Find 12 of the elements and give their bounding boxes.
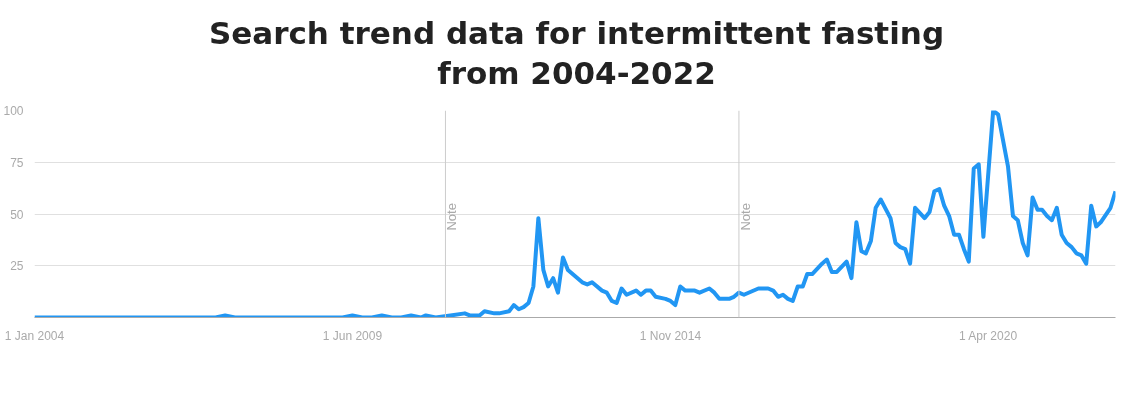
x-tick-label: 1 Jan 2004 [4,328,65,343]
chart-title: Search trend data for intermittent fasting from 2004-2022 [207,14,946,94]
y-tick-label: 75 [10,155,24,170]
y-tick-label: 100 [3,104,24,118]
y-tick-label: 50 [10,207,24,222]
ref-line-label: Note [444,203,460,231]
line-series [34,110,1116,318]
ref-line-label: Note [737,203,753,231]
x-tick-label: 1 Nov 2014 [639,328,702,343]
x-tick-label: 1 Jun 2009 [322,328,383,343]
y-tick-label: 25 [10,259,24,274]
x-tick-label: 1 Apr 2020 [959,328,1018,343]
